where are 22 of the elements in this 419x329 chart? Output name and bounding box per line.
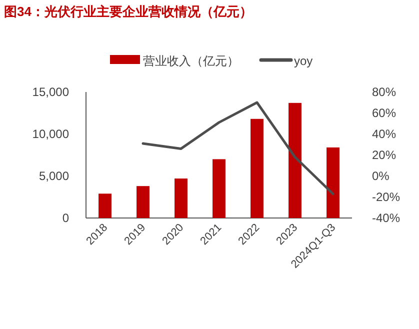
y-tick-label: 5,000 xyxy=(38,169,70,183)
bar xyxy=(326,147,340,218)
bar xyxy=(250,118,264,218)
y2-tick-label: 0% xyxy=(372,169,390,183)
y2-tick-label: -40% xyxy=(372,211,400,225)
bar xyxy=(212,159,226,218)
bar xyxy=(136,186,150,218)
y2-tick-label: 60% xyxy=(372,106,396,120)
chart-title: 图34：光伏行业主要企业营收情况（亿元） xyxy=(4,4,252,19)
legend-label: yoy xyxy=(294,54,313,68)
y-tick-label: 15,000 xyxy=(32,85,70,99)
y-tick-label: 0 xyxy=(62,211,70,225)
bar xyxy=(98,194,112,218)
bar xyxy=(174,178,188,218)
y-tick-label: 10,000 xyxy=(32,127,70,141)
bar xyxy=(288,102,302,218)
y2-tick-label: 80% xyxy=(372,85,396,99)
line-series xyxy=(142,101,334,196)
y2-tick-label: 40% xyxy=(372,127,396,141)
y2-tick-label: -20% xyxy=(372,190,400,204)
legend-label: 营业收入（亿元） xyxy=(143,54,239,68)
y2-tick-label: 20% xyxy=(372,148,396,162)
